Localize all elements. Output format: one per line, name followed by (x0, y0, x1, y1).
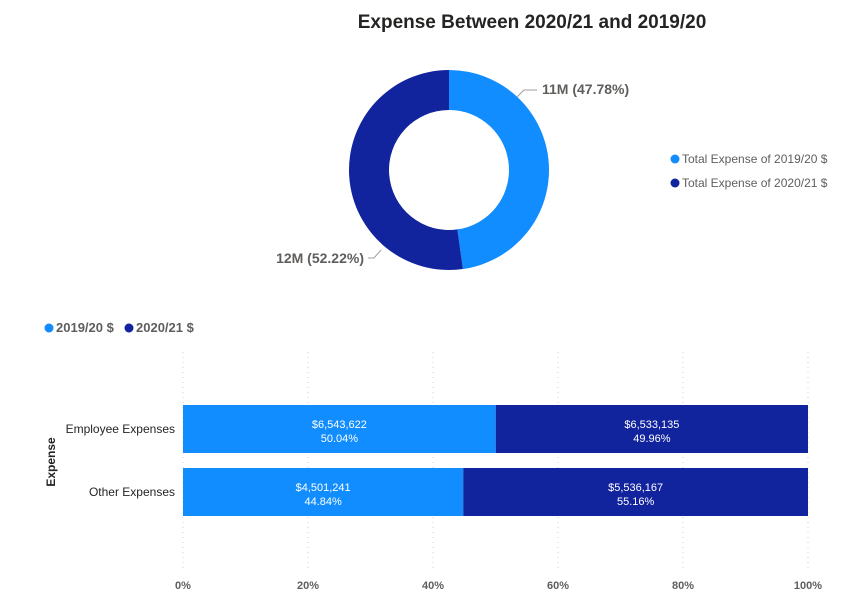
donut-data-labels: 11M (47.78%) 12M (52.22%) (276, 81, 629, 266)
x-tick-label-5: 100% (794, 580, 822, 592)
donut-slice-label-1: 12M (52.22%) (276, 250, 364, 266)
x-tick-label-2: 40% (422, 580, 444, 592)
donut-slice-label-0: 11M (47.78%) (542, 81, 629, 97)
x-tick-label-3: 60% (547, 580, 569, 592)
bar-segment-0-0[interactable] (183, 405, 496, 453)
donut-leader-line-0 (516, 89, 537, 98)
legend-marker-2019 (670, 154, 680, 164)
bar-legend-marker-2019 (44, 323, 54, 333)
donut-title: Expense Between 2020/21 and 2019/20 (358, 12, 707, 33)
bar-segment-1-1[interactable] (463, 468, 808, 516)
donut-legend: Total Expense of 2019/20 $ Total Expense… (670, 152, 828, 190)
category-label-1: Other Expenses (89, 485, 175, 499)
bar-percent-label-0-0: 50.04% (321, 433, 359, 445)
bar-legend-item-2020[interactable]: 2020/21 $ (124, 320, 195, 335)
legend-marker-2020 (670, 178, 680, 188)
y-axis-title: Expense (44, 437, 58, 487)
donut-legend-item-2019[interactable]: Total Expense of 2019/20 $ (670, 152, 828, 166)
x-axis-ticks: 0% 20% 40% 60% 80% 100% (175, 580, 822, 592)
bar-value-label-0-1: $6,533,135 (624, 419, 679, 431)
x-tick-label-4: 80% (672, 580, 694, 592)
bar-legend-marker-2020 (124, 323, 134, 333)
y-axis-categories: Employee Expenses Other Expenses (66, 422, 175, 499)
category-label-0: Employee Expenses (66, 422, 175, 436)
donut-chart (348, 70, 549, 270)
stacked-bars: $6,543,622 50.04% $6,533,135 49.96% $4,501,2… (183, 405, 808, 516)
x-tick-label-0: 0% (175, 580, 191, 592)
bar-percent-label-1-0: 44.84% (304, 496, 342, 508)
donut-slice-1[interactable] (348, 70, 463, 270)
x-tick-label-1: 20% (297, 580, 319, 592)
bar-gridlines (182, 352, 809, 570)
donut-leader-line-1 (368, 249, 382, 259)
bar-percent-label-1-1: 55.16% (617, 496, 655, 508)
bar-value-label-1-0: $4,501,241 (296, 482, 351, 494)
bar-legend-label-2019: 2019/20 $ (56, 320, 115, 335)
donut-slice-0[interactable] (449, 70, 549, 270)
bar-legend-item-2019[interactable]: 2019/20 $ (44, 320, 115, 335)
bar-legend: 2019/20 $ 2020/21 $ (44, 320, 195, 335)
bar-value-label-0-0: $6,543,622 (312, 419, 367, 431)
bar-legend-label-2020: 2020/21 $ (136, 320, 195, 335)
bar-segment-0-1[interactable] (495, 405, 808, 453)
legend-label-2019: Total Expense of 2019/20 $ (682, 152, 828, 166)
bar-segment-1-0[interactable] (183, 468, 464, 516)
legend-label-2020: Total Expense of 2020/21 $ (682, 176, 828, 190)
donut-legend-item-2020[interactable]: Total Expense of 2020/21 $ (670, 176, 828, 190)
bar-percent-label-0-1: 49.96% (633, 433, 671, 445)
bar-value-label-1-1: $5,536,167 (608, 482, 663, 494)
